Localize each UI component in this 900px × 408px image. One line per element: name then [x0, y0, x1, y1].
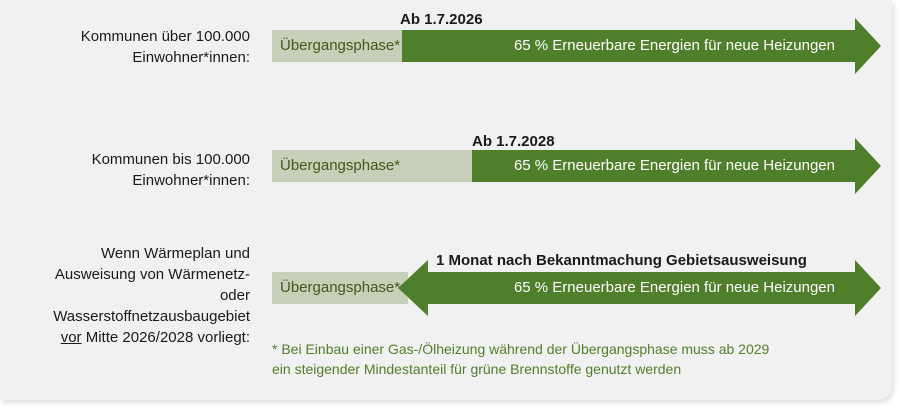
- row-3-date: 1 Monat nach Bekanntmachung Gebietsauswe…: [436, 252, 807, 269]
- row-3-transition-label: Übergangsphase*: [280, 279, 401, 296]
- row-3-label-line-3: oder Wasserstoffnetzausbaugebiet: [53, 287, 250, 325]
- row-3-back-arrow-head-icon: [398, 260, 428, 316]
- row-2-green-label: 65 % Erneuerbare Energien für neue Heizu…: [513, 157, 835, 174]
- footnote-line-2: ein steigender Mindestanteil für grüne B…: [272, 361, 682, 377]
- row-3-label-underlined-word: vor: [60, 329, 82, 346]
- row-2-label: Kommunen bis 100.000 Einwohner*innen:: [20, 149, 250, 191]
- footnote: * Bei Einbau einer Gas-/Ölheizung währen…: [272, 339, 769, 379]
- row-3-label-line-1: Wenn Wärmeplan und: [101, 245, 250, 262]
- row-2-green-bar: [472, 150, 855, 182]
- row-2-label-line-1: Kommunen bis 100.000: [91, 151, 250, 168]
- row-1-label: Kommunen über 100.000 Einwohner*innen:: [20, 26, 250, 68]
- infographic-card: Kommunen über 100.000 Einwohner*innen: A…: [0, 0, 892, 400]
- row-3-arrow-head-icon: [855, 260, 881, 316]
- footnote-line-1: * Bei Einbau einer Gas-/Ölheizung währen…: [272, 341, 770, 357]
- row-2-transition-bar: Übergangsphase*: [272, 150, 472, 182]
- row-3-green-bar: [428, 272, 855, 304]
- row-1-transition-label: Übergangsphase*: [280, 37, 401, 54]
- row-1-label-line-1: Kommunen über 100.000: [80, 28, 250, 45]
- row-2-arrow-head-icon: [855, 138, 881, 194]
- row-3-label-line-4-rest: Mitte 2026/2028 vorliegt:: [81, 329, 250, 346]
- row-1-green-label: 65 % Erneuerbare Energien für neue Heizu…: [513, 37, 835, 54]
- row-3-label-line-2: Ausweisung von Wärmenetz-: [54, 266, 250, 283]
- row-2-date: Ab 1.7.2028: [472, 133, 555, 150]
- row-1-label-line-2: Einwohner*innen:: [132, 49, 250, 66]
- row-3-transition-bar: Übergangsphase*: [272, 272, 408, 304]
- row-3-green-label: 65 % Erneuerbare Energien für neue Heizu…: [513, 279, 835, 296]
- row-3-label: Wenn Wärmeplan und Ausweisung von Wärmen…: [20, 243, 250, 348]
- row-1-date: Ab 1.7.2026: [400, 11, 483, 28]
- row-1-arrow-head-icon: [855, 18, 881, 74]
- row-1-transition-bar: Übergangsphase*: [272, 30, 402, 62]
- row-2-transition-label: Übergangsphase*: [280, 157, 401, 174]
- row-2-label-line-2: Einwohner*innen:: [132, 172, 250, 189]
- row-1-green-bar: [402, 30, 855, 62]
- row-3-label-line-4: vor Mitte 2026/2028 vorliegt:: [20, 327, 250, 348]
